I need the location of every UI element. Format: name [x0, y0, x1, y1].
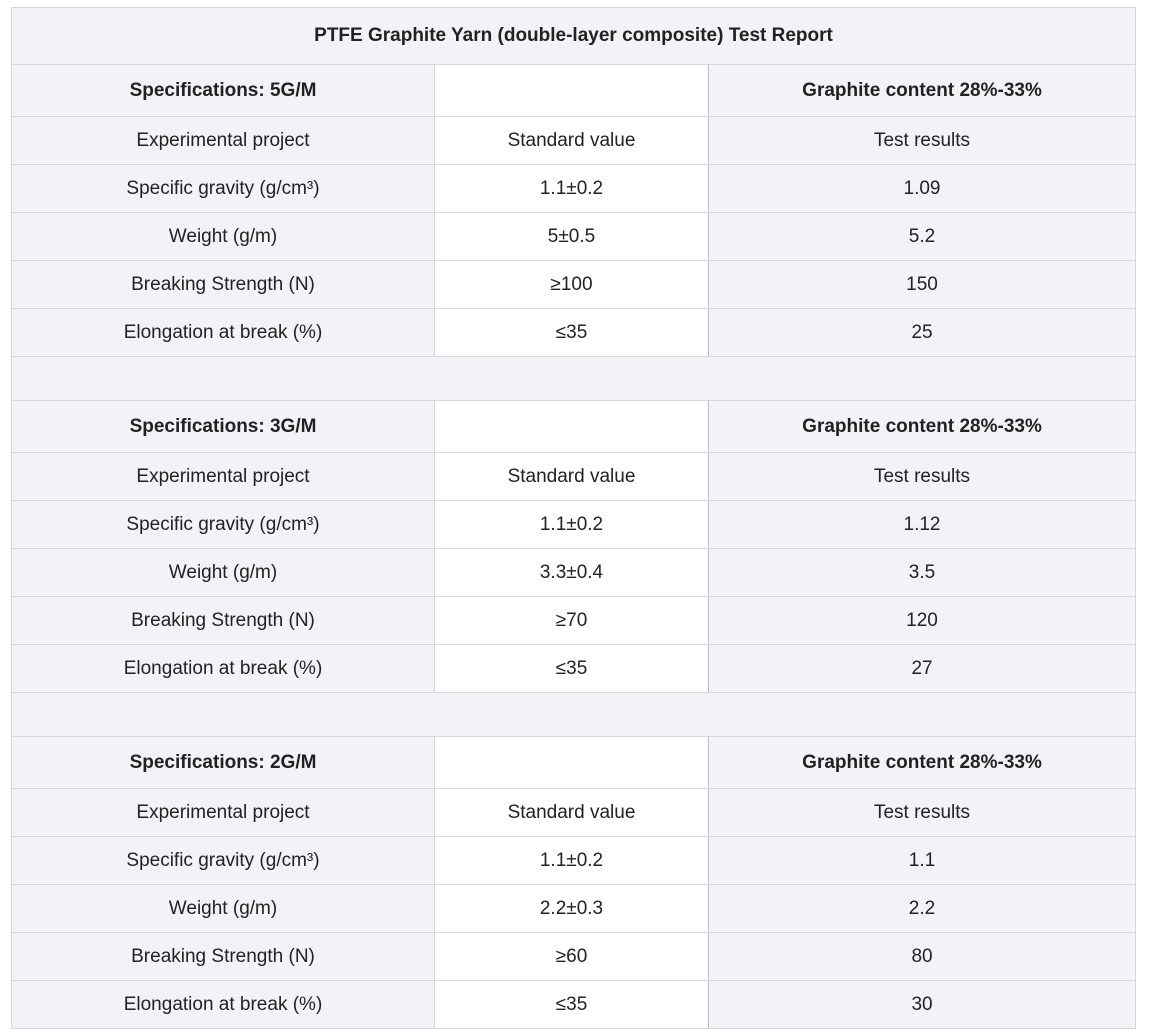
table-row: Elongation at break (%) ≤35 25 [11, 308, 1137, 357]
table-row: Specific gravity (g/cm³) 1.1±0.2 1.12 [11, 500, 1137, 549]
specification-label: Specifications: 3G/M [11, 400, 435, 453]
table-row: Breaking Strength (N) ≥70 120 [11, 596, 1137, 645]
standard-value-cell: 3.3±0.4 [434, 548, 709, 597]
specification-label: Specifications: 2G/M [11, 736, 435, 789]
table-row: Elongation at break (%) ≤35 30 [11, 980, 1137, 1029]
graphite-content-label: Graphite content 28%-33% [707, 736, 1137, 789]
test-results-header: Test results [707, 452, 1137, 501]
test-result-cell: 80 [707, 932, 1137, 981]
table-row: Weight (g/m) 2.2±0.3 2.2 [11, 884, 1137, 933]
table-row: Elongation at break (%) ≤35 27 [11, 644, 1137, 693]
table-row: Weight (g/m) 3.3±0.4 3.5 [11, 548, 1137, 597]
spacer-cell [10, 356, 1137, 401]
property-cell: Breaking Strength (N) [11, 932, 435, 981]
experimental-project-header: Experimental project [11, 452, 435, 501]
table-row: Breaking Strength (N) ≥60 80 [11, 932, 1137, 981]
standard-value-cell: 1.1±0.2 [434, 164, 709, 213]
standard-value-header: Standard value [434, 452, 709, 501]
standard-value-cell: ≥100 [434, 260, 709, 309]
section-spacer [10, 692, 1137, 737]
graphite-content-label: Graphite content 28%-33% [707, 400, 1137, 453]
property-cell: Elongation at break (%) [11, 644, 435, 693]
test-result-cell: 1.12 [707, 500, 1137, 549]
column-header-row: Experimental project Standard value Test r… [11, 788, 1137, 837]
test-result-cell: 1.1 [707, 836, 1137, 885]
standard-value-cell: ≤35 [434, 644, 709, 693]
test-result-cell: 30 [707, 980, 1137, 1029]
property-cell: Weight (g/m) [11, 212, 435, 261]
specification-label: Specifications: 5G/M [11, 64, 435, 117]
standard-value-header: Standard value [434, 788, 709, 837]
table-row: Specific gravity (g/cm³) 1.1±0.2 1.09 [11, 164, 1137, 213]
test-result-cell: 27 [707, 644, 1137, 693]
title-row: PTFE Graphite Yarn (double-layer composi… [10, 7, 1137, 65]
table-row: Breaking Strength (N) ≥100 150 [11, 260, 1137, 309]
empty-cell [434, 64, 709, 117]
test-report-table: PTFE Graphite Yarn (double-layer composi… [10, 7, 1137, 1029]
column-header-row: Experimental project Standard value Test r… [11, 452, 1137, 501]
test-result-cell: 5.2 [707, 212, 1137, 261]
section-spacer [10, 356, 1137, 401]
spacer-cell [10, 692, 1137, 737]
property-cell: Specific gravity (g/cm³) [11, 500, 435, 549]
test-result-cell: 2.2 [707, 884, 1137, 933]
standard-value-cell: 1.1±0.2 [434, 836, 709, 885]
standard-value-cell: ≤35 [434, 308, 709, 357]
property-cell: Weight (g/m) [11, 548, 435, 597]
table-row: Weight (g/m) 5±0.5 5.2 [11, 212, 1137, 261]
table-row: Specific gravity (g/cm³) 1.1±0.2 1.1 [11, 836, 1137, 885]
property-cell: Breaking Strength (N) [11, 260, 435, 309]
property-cell: Elongation at break (%) [11, 980, 435, 1029]
experimental-project-header: Experimental project [11, 116, 435, 165]
report-title: PTFE Graphite Yarn (double-layer composi… [10, 7, 1137, 65]
property-cell: Weight (g/m) [11, 884, 435, 933]
specification-row: Specifications: 5G/M Graphite content 28%… [11, 64, 1137, 117]
property-cell: Breaking Strength (N) [11, 596, 435, 645]
test-result-cell: 150 [707, 260, 1137, 309]
property-cell: Elongation at break (%) [11, 308, 435, 357]
experimental-project-header: Experimental project [11, 788, 435, 837]
test-result-cell: 25 [707, 308, 1137, 357]
empty-cell [434, 736, 709, 789]
specification-row: Specifications: 3G/M Graphite content 28%… [11, 400, 1137, 453]
property-cell: Specific gravity (g/cm³) [11, 836, 435, 885]
standard-value-header: Standard value [434, 116, 709, 165]
standard-value-cell: 1.1±0.2 [434, 500, 709, 549]
column-header-row: Experimental project Standard value Test r… [11, 116, 1137, 165]
standard-value-cell: ≤35 [434, 980, 709, 1029]
empty-cell [434, 400, 709, 453]
test-results-header: Test results [707, 788, 1137, 837]
standard-value-cell: 5±0.5 [434, 212, 709, 261]
graphite-content-label: Graphite content 28%-33% [707, 64, 1137, 117]
specification-row: Specifications: 2G/M Graphite content 28%… [11, 736, 1137, 789]
property-cell: Specific gravity (g/cm³) [11, 164, 435, 213]
standard-value-cell: ≥70 [434, 596, 709, 645]
test-result-cell: 1.09 [707, 164, 1137, 213]
test-result-cell: 3.5 [707, 548, 1137, 597]
test-result-cell: 120 [707, 596, 1137, 645]
test-results-header: Test results [707, 116, 1137, 165]
standard-value-cell: 2.2±0.3 [434, 884, 709, 933]
standard-value-cell: ≥60 [434, 932, 709, 981]
